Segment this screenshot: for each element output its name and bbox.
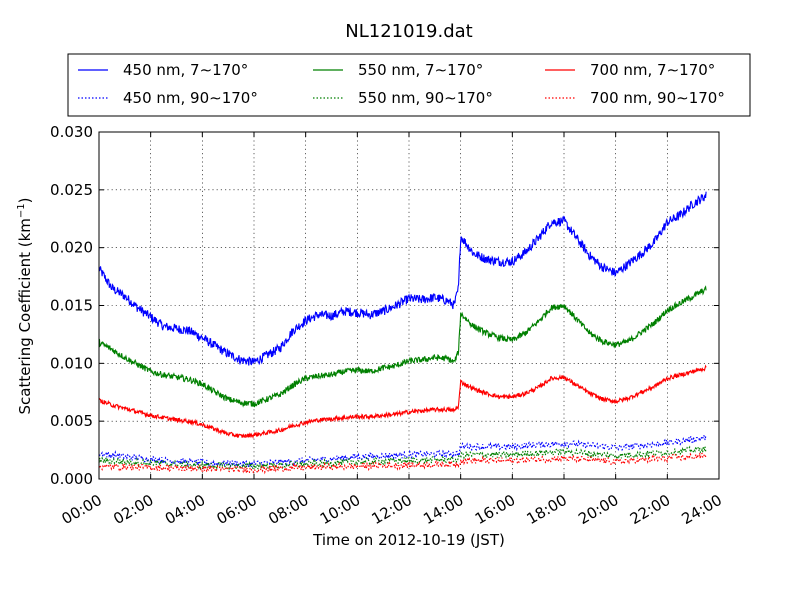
- x-tick-label: 20:00: [575, 491, 621, 528]
- x-tick-label: 04:00: [162, 491, 208, 528]
- x-tick-label: 08:00: [265, 491, 311, 528]
- x-tick-label: 24:00: [679, 491, 725, 528]
- y-tick-label: 0.010: [50, 354, 93, 372]
- y-tick-label: 0.015: [50, 297, 93, 315]
- x-tick-label: 06:00: [214, 491, 260, 528]
- y-tick-label: 0.020: [50, 239, 93, 257]
- x-tick-label: 14:00: [420, 491, 466, 528]
- legend-label-1: 450 nm, 7∼170°: [123, 61, 248, 79]
- y-axis-label-main: Scattering Coefficient (km: [16, 218, 34, 414]
- y-tick-label: 0.025: [50, 181, 93, 199]
- legend-label-3: 550 nm, 7∼170°: [358, 61, 483, 79]
- series-line-3: [98, 285, 707, 408]
- x-tick-label: 16:00: [472, 491, 518, 528]
- legend-label-2: 450 nm, 90∼170°: [123, 89, 258, 107]
- y-tick-label: 0.000: [50, 470, 93, 488]
- x-tick-label: 12:00: [369, 491, 415, 528]
- x-axis-ticks: 00:00 02:00 04:00 06:00 08:00 10:00 12:00 14:00…: [59, 132, 725, 528]
- x-tick-label: 02:00: [110, 491, 156, 528]
- y-axis-label-close: ): [16, 197, 34, 203]
- x-tick-label: 22:00: [627, 491, 673, 528]
- legend-label-6: 700 nm, 90∼170°: [590, 89, 725, 107]
- x-tick-label: 18:00: [524, 491, 570, 528]
- legend-label-5: 700 nm, 7∼170°: [590, 61, 715, 79]
- series-line-2: [98, 433, 707, 468]
- y-tick-label: 0.030: [50, 123, 93, 141]
- legend-label-4: 550 nm, 90∼170°: [358, 89, 493, 107]
- x-tick-label: 00:00: [59, 491, 105, 528]
- x-tick-label: 10:00: [317, 491, 363, 528]
- grid-lines: [99, 132, 719, 479]
- y-axis-ticks: 0.000 0.005 0.010 0.015 0.020 0.025 0.030: [50, 123, 719, 488]
- chart-title: NL121019.dat: [345, 21, 472, 42]
- chart-legend: 450 nm, 7∼170° 450 nm, 90∼170° 550 nm, 7∼1…: [67, 53, 751, 117]
- legend-box: [67, 53, 751, 117]
- x-axis-label: Time on 2012-10-19 (JST): [312, 531, 505, 549]
- y-axis-label: Scattering Coefficient (km−1): [16, 197, 34, 414]
- y-axis-label-superscript: −1: [16, 203, 27, 218]
- series-layer: [98, 191, 707, 475]
- series-line-1: [98, 191, 707, 366]
- y-tick-label: 0.005: [50, 412, 93, 430]
- series-line-6: [98, 452, 707, 475]
- series-line-5: [98, 364, 707, 440]
